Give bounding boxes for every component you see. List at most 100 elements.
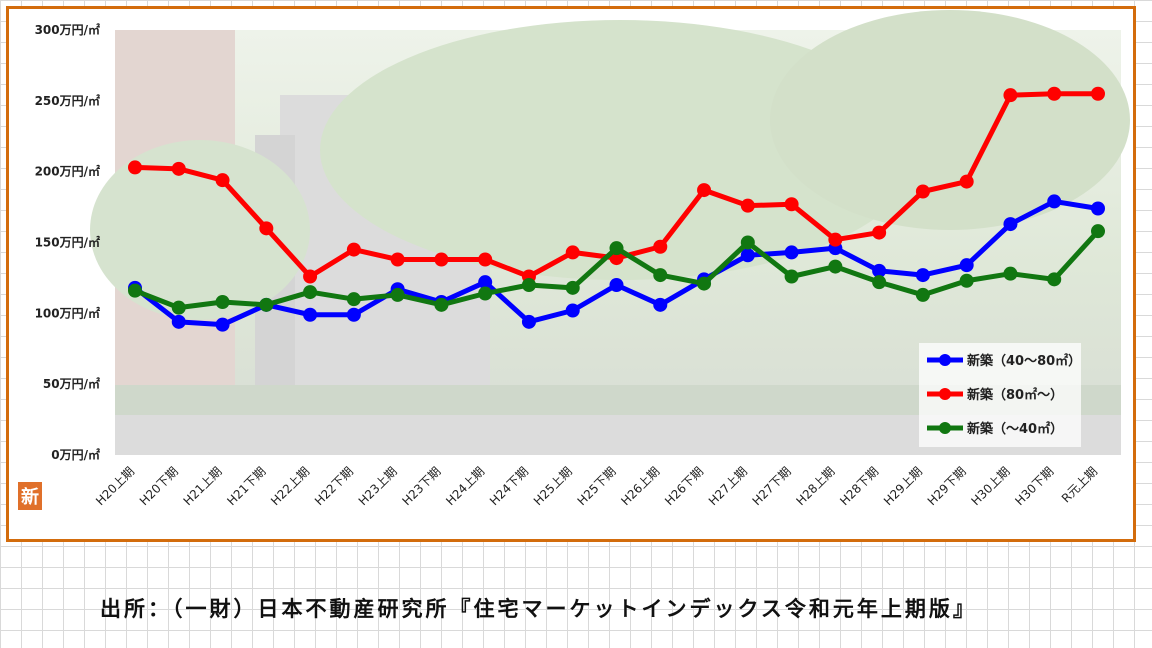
series-3 xyxy=(128,224,1105,315)
x-tick-label: R元上期 xyxy=(1059,464,1100,505)
x-tick-label: H23上期 xyxy=(356,464,400,508)
legend-label: 新築（40～80㎡） xyxy=(967,353,1081,369)
data-point xyxy=(1091,201,1105,216)
x-tick-label: H24上期 xyxy=(443,464,487,508)
x-tick-label: H25下期 xyxy=(575,464,619,508)
data-point xyxy=(1003,266,1018,281)
data-point xyxy=(740,235,755,250)
legend-swatch-marker xyxy=(939,422,951,434)
data-point xyxy=(128,283,142,298)
data-point xyxy=(784,245,799,260)
line-chart: 0万円/㎡ 50万円/㎡ 100万円/㎡ 150万円/㎡ 200万円/㎡ 250万円/㎡ 3… xyxy=(35,10,1130,508)
data-point xyxy=(565,280,580,295)
x-tick-label: H25上期 xyxy=(531,464,575,508)
logo-mark: 新 xyxy=(18,482,42,510)
x-tick-label: H28上期 xyxy=(793,464,837,508)
data-point xyxy=(915,287,930,302)
x-tick-label: H30下期 xyxy=(1012,464,1056,508)
x-tick-label: H23下期 xyxy=(399,464,443,508)
data-point xyxy=(959,273,974,288)
x-tick-label: H20下期 xyxy=(137,464,181,508)
data-point xyxy=(609,278,624,292)
data-point xyxy=(215,317,230,332)
data-point xyxy=(959,174,974,189)
data-point xyxy=(303,285,318,300)
data-point xyxy=(1047,272,1062,287)
data-point xyxy=(872,225,887,240)
legend: 新築（40～80㎡） 新築（80㎡～） 新築（～40㎡） xyxy=(919,343,1081,447)
x-tick-label: H29上期 xyxy=(881,464,925,508)
y-tick-label: 50万円/㎡ xyxy=(43,376,100,391)
data-point xyxy=(740,248,755,263)
data-point xyxy=(784,269,799,284)
data-point xyxy=(521,278,536,292)
x-tick-label: H21下期 xyxy=(224,464,268,508)
data-point xyxy=(697,183,712,198)
data-point xyxy=(1047,86,1062,101)
y-tick-label: 0万円/㎡ xyxy=(51,447,100,462)
data-point xyxy=(653,268,668,283)
data-point xyxy=(872,275,887,290)
data-point xyxy=(390,287,405,302)
data-point xyxy=(609,241,624,256)
data-point xyxy=(521,314,536,329)
data-point xyxy=(478,286,493,301)
data-point xyxy=(303,269,318,284)
background-photo xyxy=(90,10,1130,455)
x-tick-label: H24下期 xyxy=(487,464,531,508)
data-point xyxy=(215,295,230,309)
data-point xyxy=(346,307,361,322)
data-point xyxy=(171,314,186,329)
x-tick-label: H20上期 xyxy=(93,464,137,508)
data-point xyxy=(128,160,142,175)
data-point xyxy=(434,252,449,267)
data-point xyxy=(872,263,887,278)
x-tick-label: H28下期 xyxy=(837,464,881,508)
series-1 xyxy=(128,194,1105,332)
data-point xyxy=(653,297,668,312)
y-tick-label: 150万円/㎡ xyxy=(35,235,100,250)
data-point xyxy=(259,221,274,236)
x-tick-label: H21上期 xyxy=(181,464,225,508)
data-point xyxy=(828,259,843,274)
legend-swatch-marker xyxy=(939,388,951,400)
x-tick-label: H27上期 xyxy=(706,464,750,508)
data-point xyxy=(959,258,974,273)
data-point xyxy=(434,297,449,312)
data-point xyxy=(1047,194,1062,209)
x-tick-label: H22下期 xyxy=(312,464,356,508)
data-point xyxy=(740,198,755,213)
data-point xyxy=(653,239,668,254)
y-tick-label: 250万円/㎡ xyxy=(35,93,100,108)
data-point xyxy=(1091,86,1105,101)
data-point xyxy=(215,173,230,188)
data-point xyxy=(1003,217,1018,232)
data-point xyxy=(303,307,318,322)
legend-label: 新築（80㎡～） xyxy=(967,387,1063,403)
legend-swatch-marker xyxy=(939,354,951,366)
x-tick-label: H27下期 xyxy=(750,464,794,508)
y-tick-label: 200万円/㎡ xyxy=(35,164,100,179)
legend-label: 新築（～40㎡） xyxy=(967,421,1063,437)
data-point xyxy=(346,242,361,257)
data-point xyxy=(171,300,186,315)
y-tick-label: 100万円/㎡ xyxy=(35,305,100,320)
data-point xyxy=(784,197,799,212)
data-point xyxy=(478,275,493,290)
data-point xyxy=(478,252,493,267)
x-tick-label: H26上期 xyxy=(618,464,662,508)
data-point xyxy=(565,303,580,318)
data-point xyxy=(697,276,712,291)
data-point xyxy=(828,232,843,247)
data-point xyxy=(390,252,405,267)
data-point xyxy=(565,245,580,260)
y-tick-label: 300万円/㎡ xyxy=(35,22,100,37)
data-point xyxy=(915,184,930,199)
data-point xyxy=(1003,88,1018,103)
x-tick-label: H22上期 xyxy=(268,464,312,508)
data-point xyxy=(259,297,274,312)
data-point xyxy=(346,292,361,307)
source-caption: 出所：（一財）日本不動産研究所『住宅マーケットインデックス令和元年上期版』 xyxy=(100,597,977,621)
x-tick-label: H26下期 xyxy=(662,464,706,508)
data-point xyxy=(915,268,930,283)
